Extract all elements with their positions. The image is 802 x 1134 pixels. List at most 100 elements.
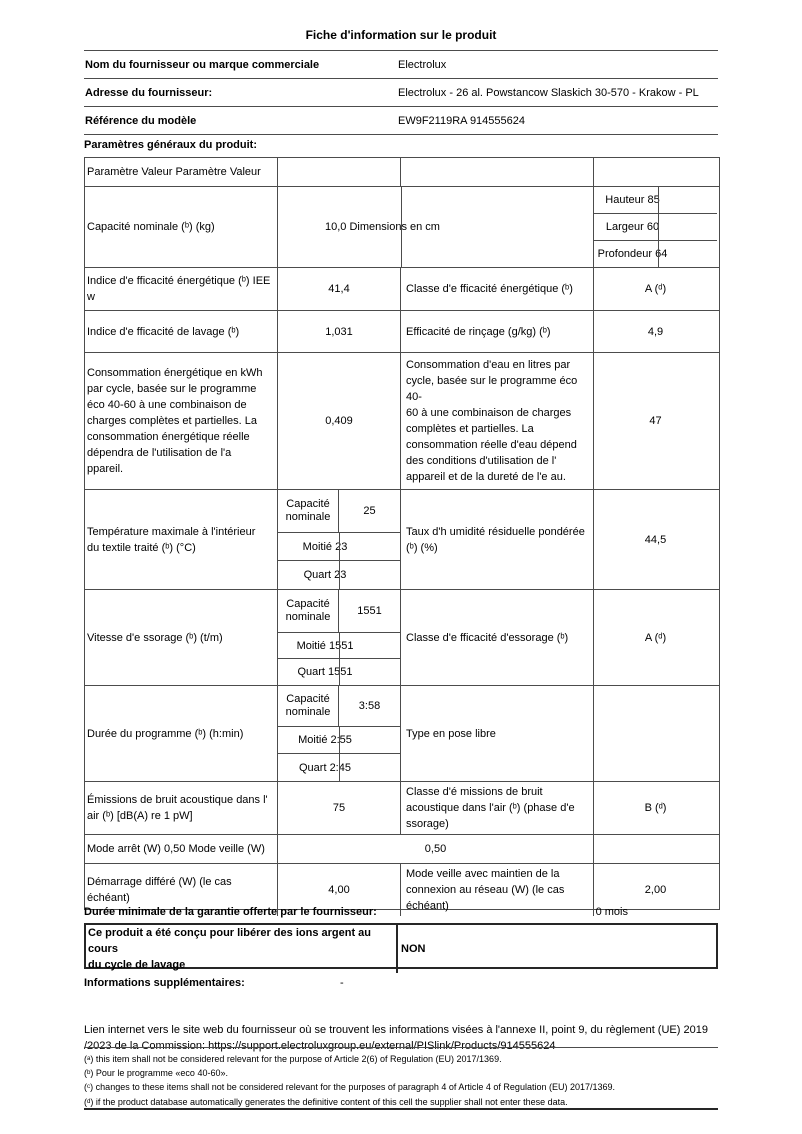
spin-quarter-cell: Quart 1551 <box>278 659 400 685</box>
max-temperature-row: Température maximale à l'intérieur du te… <box>85 490 719 590</box>
temperature-subtable: Capacité nominale 25 Moitié 23 Quart 23 <box>277 490 400 589</box>
page-title: Fiche d'information sur le produit <box>305 28 497 42</box>
spin-subtable: Capacité nominale 1551 Moitié 1551 Quart… <box>277 590 400 685</box>
duration-half-value: Moitié 2:55 <box>298 734 352 746</box>
supplier-address-value: Electrolux - 26 al. Powstancow Slaskich … <box>398 86 699 99</box>
subcolumn-divider-line <box>339 633 340 658</box>
duration-rated-row: Capacité nominale 3:58 <box>278 686 400 727</box>
energy-class-value: A (ᵈ) <box>593 268 717 310</box>
empty-cell <box>593 835 717 863</box>
warranty-row: Durée minimale de la garantie offerte pa… <box>84 900 718 923</box>
delayed-start-row: Démarrage différé (W) (le cas échéant) 4… <box>85 864 719 916</box>
duration-half-cell: Moitié 2:55 <box>278 727 400 754</box>
wash-index-row: Indice d'e fficacité de lavage (ᵇ) 1,031… <box>85 311 719 353</box>
supplier-name-row: Nom du fournisseur ou marque commerciale… <box>84 51 718 79</box>
duration-quarter-value: Quart 2:45 <box>299 761 351 774</box>
temperature-rated-value: 25 <box>363 505 376 517</box>
spin-half-value: Moitié 1551 <box>296 639 354 652</box>
wash-index-label: Indice d'e fficacité de lavage (ᵇ) <box>87 325 240 338</box>
duration-subtable: Capacité nominale 3:58 Moitié 2:55 Quart… <box>277 686 400 781</box>
rated-capacity-label: Capacité nominale <box>278 590 339 632</box>
empty-header-cell <box>277 158 400 186</box>
rated-capacity-label: Capacité nominale <box>278 686 339 726</box>
networked-standby-label: Mode veille avec maintien de la connexio… <box>400 864 593 916</box>
supplier-name-label: Nom du fournisseur ou marque commerciale <box>85 58 320 71</box>
supplier-link-text: Lien internet vers le site web du fourni… <box>84 1023 708 1053</box>
capacity-dimensions-row: Capacité nominale (ᵇ) (kg) 10,0 Dimensio… <box>85 187 719 268</box>
subcolumn-divider-line <box>339 561 340 589</box>
dimension-width: Largeur 60 <box>605 221 660 233</box>
dimensions-subtable: Hauteur 85 Largeur 60 Profondeur 64 <box>593 187 717 267</box>
spin-speed-label: Vitesse d'e ssorage (ᵇ) (t/m) <box>87 631 223 644</box>
column-divider-line <box>401 187 402 267</box>
supplier-link-paragraph: Lien internet vers le site web du fourni… <box>84 1005 718 1055</box>
additional-info-value: - <box>340 977 344 989</box>
dimension-width-cell: Largeur 60 <box>594 214 717 241</box>
noise-emissions-value: 75 <box>277 782 400 834</box>
programme-duration-row: Durée du programme (ᵇ) (h:min) Capacité … <box>85 686 719 782</box>
supplier-address-row: Adresse du fournisseur: Electrolux - 26 … <box>84 79 718 107</box>
dimension-height: Hauteur 85 <box>605 194 660 206</box>
delayed-start-value: 4,00 <box>277 864 400 916</box>
parameters-table: Paramètre Valeur Paramètre Valeur Capaci… <box>84 157 720 916</box>
footnote-c: (ᶜ) changes to these items shall not be … <box>84 1082 615 1093</box>
model-reference-value: EW9F2119RA 914555624 <box>398 114 525 127</box>
standby-value-cell: 0,50 <box>277 835 593 863</box>
temperature-quarter-cell: Quart 23 <box>278 561 400 589</box>
off-mode-row: Mode arrêt (W) 0,50 Mode veille (W) 0,50 <box>85 835 719 864</box>
model-reference-row: Référence du modèle EW9F2119RA 914555624 <box>84 107 718 135</box>
energy-class-label: Classe d'e fficacité énergétique (ᵇ) <box>400 268 593 310</box>
noise-row: Émissions de bruit acoustique dans l' ai… <box>85 782 719 835</box>
footnote-d: (ᵈ) if the product database automaticall… <box>84 1096 568 1107</box>
temperature-half-value: Moitié 23 <box>302 540 348 553</box>
energy-index-row: Indice d'e fficacité énergétique (ᵇ) IEE… <box>85 268 719 311</box>
subcolumn-divider-line <box>339 533 340 560</box>
empty-header-cell <box>400 158 593 186</box>
spin-rated-row: Capacité nominale 1551 <box>278 590 400 633</box>
energy-index-value: 41,4 <box>277 268 400 310</box>
additional-info-label: Informations supplémentaires: <box>84 977 245 989</box>
temperature-quarter-value: Quart 23 <box>303 569 347 581</box>
warranty-label: Durée minimale de la garantie offerte pa… <box>84 905 377 918</box>
empty-header-cell <box>593 158 717 186</box>
warranty-value: 0 mois <box>595 905 628 918</box>
supplier-info-table: Nom du fournisseur ou marque commerciale… <box>84 50 718 135</box>
silver-ions-label: Ce produit a été conçu pour libérer des … <box>86 925 398 973</box>
temperature-half-cell: Moitié 23 <box>278 533 400 561</box>
wash-index-value: 1,031 <box>277 311 400 352</box>
delayed-start-label: Démarrage différé (W) (le cas échéant) <box>87 876 232 904</box>
general-parameters-heading: Paramètres généraux du produit: <box>84 139 257 151</box>
energy-consumption-label: Consommation énergétique en kWh par cycl… <box>87 367 263 475</box>
capacity-value-dimensions-cell: 10,0 Dimensions en cm <box>277 187 593 267</box>
dimension-depth-cell: Profondeur 64 <box>594 241 717 267</box>
spin-class-label: Classe d'e fficacité d'essorage (ᵇ) <box>400 590 593 685</box>
spin-speed-row: Vitesse d'e ssorage (ᵇ) (t/m) Capacité n… <box>85 590 719 686</box>
capacity-dimensions-value: 10,0 Dimensions en cm <box>325 221 440 233</box>
footnote-separator-line <box>84 1047 718 1048</box>
energy-consumption-value: 0,409 <box>277 353 400 489</box>
dimension-height-cell: Hauteur 85 <box>594 187 717 214</box>
silver-ions-value: NON <box>401 943 426 955</box>
noise-emissions-label: Émissions de bruit acoustique dans l' ai… <box>87 794 268 822</box>
installation-type-label: Type en pose libre <box>400 686 593 781</box>
subcolumn-divider-line <box>658 187 659 213</box>
temperature-rated-row: Capacité nominale 25 <box>278 490 400 533</box>
footnotes: (ᵃ) this item shall not be considered re… <box>84 1052 718 1109</box>
duration-rated-value: 3:58 <box>358 700 381 712</box>
silver-ions-row: Ce produit a été conçu pour libérer des … <box>84 923 718 973</box>
subcolumn-divider-line <box>658 214 659 240</box>
empty-cell <box>593 686 717 781</box>
water-consumption-value: 47 <box>593 353 717 489</box>
consumption-row: Consommation énergétique en kWh par cycl… <box>85 353 719 490</box>
supplier-website-link[interactable]: https://support.electroluxgroup.eu/exter… <box>208 1040 556 1052</box>
programme-duration-label: Durée du programme (ᵇ) (h:min) <box>87 727 244 740</box>
rinse-efficiency-label: Efficacité de rinçage (g/kg) (ᵇ) <box>400 311 593 352</box>
supplier-address-label: Adresse du fournisseur: <box>85 86 213 99</box>
subcolumn-divider-line <box>658 241 659 267</box>
duration-quarter-cell: Quart 2:45 <box>278 754 400 781</box>
dimension-depth: Profondeur 64 <box>597 248 668 260</box>
bottom-rule-line <box>84 1108 718 1110</box>
spin-half-cell: Moitié 1551 <box>278 633 400 659</box>
spin-class-value: A (ᵈ) <box>593 590 717 685</box>
spin-quarter-value: Quart 1551 <box>297 666 353 678</box>
